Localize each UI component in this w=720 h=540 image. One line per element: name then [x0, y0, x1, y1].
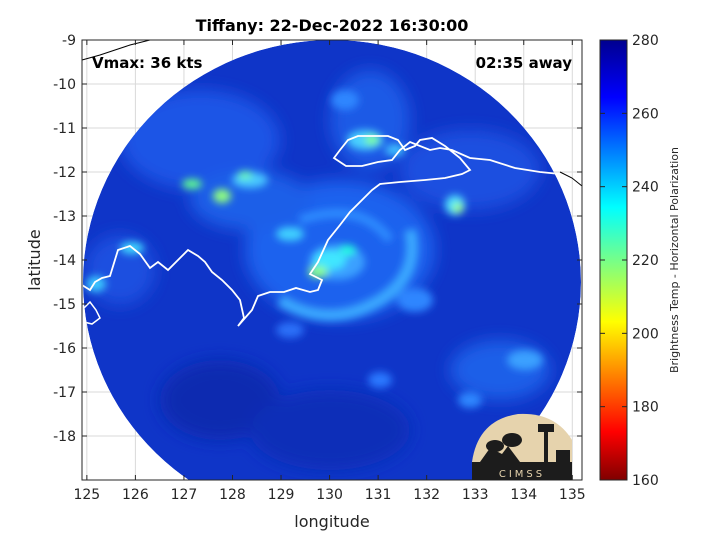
coastline-outside-right — [559, 171, 583, 187]
x-axis: 125 126 127 128 129 130 131 132 133 134 135 — [73, 40, 586, 503]
x-tick-label: 130 — [316, 487, 343, 503]
colorbar-tick-label: 260 — [632, 106, 659, 122]
x-tick-label: 127 — [171, 487, 198, 503]
x-tick-label: 132 — [413, 487, 440, 503]
colorbar-tick-label: 200 — [632, 326, 659, 342]
y-tick-label: -11 — [53, 121, 76, 137]
x-tick-label: 125 — [73, 487, 100, 503]
y-axis: -9 -10 -11 -12 -13 -14 -15 -16 -17 -18 — [53, 33, 582, 445]
x-axis-label: longitude — [294, 512, 369, 531]
y-tick-label: -12 — [53, 165, 76, 181]
colorbar-tick-label: 160 — [632, 473, 659, 489]
y-tick-label: -9 — [62, 33, 76, 49]
coastline — [83, 135, 576, 327]
x-tick-label: 135 — [559, 487, 586, 503]
svg-text:CIMSS: CIMSS — [499, 469, 545, 480]
colorbar-tick-label: 280 — [632, 33, 659, 49]
x-tick-label: 129 — [268, 487, 295, 503]
colorbar-tick-label: 240 — [632, 180, 659, 196]
x-tick-label: 134 — [510, 487, 537, 503]
y-tick-label: -16 — [53, 341, 76, 357]
chart-title: Tiffany: 22-Dec-2022 16:30:00 — [196, 16, 469, 35]
x-tick-label: 131 — [365, 487, 392, 503]
colorbar-tick-label: 220 — [632, 253, 659, 269]
y-tick-label: -10 — [53, 77, 76, 93]
y-tick-label: -17 — [53, 385, 76, 401]
colorbar-label: Brightness Temp - Horizontal Polarizatio… — [668, 147, 681, 373]
y-tick-label: -15 — [53, 297, 76, 313]
cimss-logo: CIMSS — [472, 413, 572, 480]
x-tick-label: 133 — [462, 487, 489, 503]
coastline-west — [83, 300, 101, 325]
coastline-outside — [81, 39, 151, 61]
colorbar-ticks: 280 260 240 220 200 180 160 — [600, 33, 659, 489]
y-axis-label: latitude — [25, 229, 44, 290]
y-tick-label: -14 — [53, 253, 76, 269]
time-away-annotation: 02:35 away — [476, 54, 573, 72]
vmax-annotation: Vmax: 36 kts — [92, 54, 202, 72]
colorbar-tick-label: 180 — [632, 400, 659, 416]
y-tick-label: -18 — [53, 429, 76, 445]
x-tick-label: 128 — [219, 487, 246, 503]
y-tick-label: -13 — [53, 209, 76, 225]
brightness-temperature-field — [83, 40, 581, 480]
x-tick-label: 126 — [122, 487, 149, 503]
